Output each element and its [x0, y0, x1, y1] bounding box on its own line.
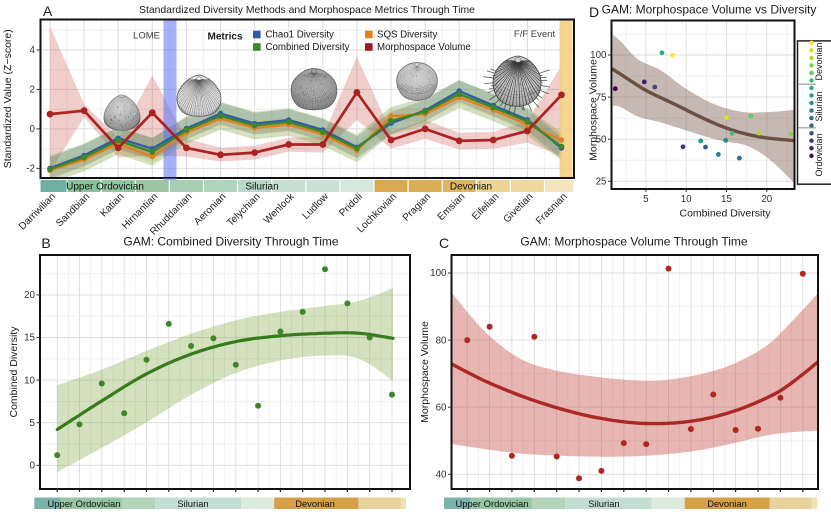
svg-text:C: C: [439, 235, 449, 251]
svg-text:GAM: Morphospace Volume vs Div: GAM: Morphospace Volume vs Diversity: [602, 3, 817, 17]
svg-text:Silurian: Silurian: [245, 182, 278, 193]
svg-text:A: A: [43, 3, 53, 19]
svg-text:5: 5: [643, 194, 649, 205]
svg-text:Silurian: Silurian: [814, 91, 824, 121]
svg-text:Silurian: Silurian: [588, 498, 619, 509]
svg-text:Devonian: Devonian: [450, 182, 492, 193]
svg-text:-2: -2: [26, 164, 35, 175]
svg-text:50: 50: [596, 134, 607, 145]
svg-text:Morphospace Volume: Morphospace Volume: [588, 59, 600, 161]
svg-text:15: 15: [24, 333, 35, 344]
svg-text:GAM: Morphospace Volume Throug: GAM: Morphospace Volume Through Time: [520, 235, 748, 249]
svg-text:Upper Ordovician: Upper Ordovician: [66, 182, 144, 193]
svg-text:4: 4: [30, 45, 36, 56]
svg-text:0: 0: [30, 461, 36, 472]
svg-text:25: 25: [596, 177, 607, 188]
svg-text:15: 15: [721, 194, 732, 205]
svg-text:Devonian: Devonian: [295, 498, 335, 509]
svg-text:80: 80: [436, 335, 447, 346]
svg-text:Silurian: Silurian: [177, 498, 208, 509]
svg-text:Standardized Diversity Methods: Standardized Diversity Methods and Morph…: [139, 5, 475, 16]
svg-text:40: 40: [436, 470, 447, 481]
svg-text:10: 10: [681, 194, 692, 205]
svg-text:2: 2: [30, 85, 35, 96]
svg-text:Upper Ordovician: Upper Ordovician: [456, 498, 529, 509]
svg-text:Morphospace Volume: Morphospace Volume: [419, 321, 431, 423]
svg-text:Ordovician: Ordovician: [814, 133, 824, 176]
svg-text:100: 100: [430, 268, 447, 279]
svg-text:Combined Diversity: Combined Diversity: [8, 326, 20, 418]
svg-text:5: 5: [30, 418, 36, 429]
svg-text:75: 75: [596, 92, 607, 103]
svg-text:20: 20: [24, 290, 35, 301]
svg-text:Devonian: Devonian: [707, 498, 747, 509]
svg-text:60: 60: [436, 402, 447, 413]
svg-text:D: D: [589, 4, 599, 20]
svg-text:SQS Diversity: SQS Diversity: [377, 30, 437, 41]
svg-text:10: 10: [24, 375, 35, 386]
svg-text:0: 0: [30, 124, 36, 135]
svg-text:LOME: LOME: [133, 31, 160, 42]
svg-text:Devonian: Devonian: [814, 42, 824, 80]
svg-text:100: 100: [590, 50, 607, 61]
svg-text:20: 20: [761, 194, 772, 205]
svg-text:Combined Diversity: Combined Diversity: [266, 42, 350, 53]
svg-text:Morphospace Volume: Morphospace Volume: [377, 42, 471, 53]
svg-text:Upper Ordovician: Upper Ordovician: [48, 498, 121, 509]
svg-text:GAM: Combined Diversity Throug: GAM: Combined Diversity Through Time: [123, 235, 339, 249]
svg-text:B: B: [41, 235, 50, 251]
svg-text:F/F Event: F/F Event: [514, 29, 556, 40]
svg-text:Metrics: Metrics: [207, 32, 242, 43]
svg-text:Chao1 Diversity: Chao1 Diversity: [266, 30, 335, 41]
svg-text:Standardized Value (Z−score): Standardized Value (Z−score): [2, 29, 14, 168]
svg-text:Combined Diversity: Combined Diversity: [679, 208, 771, 220]
